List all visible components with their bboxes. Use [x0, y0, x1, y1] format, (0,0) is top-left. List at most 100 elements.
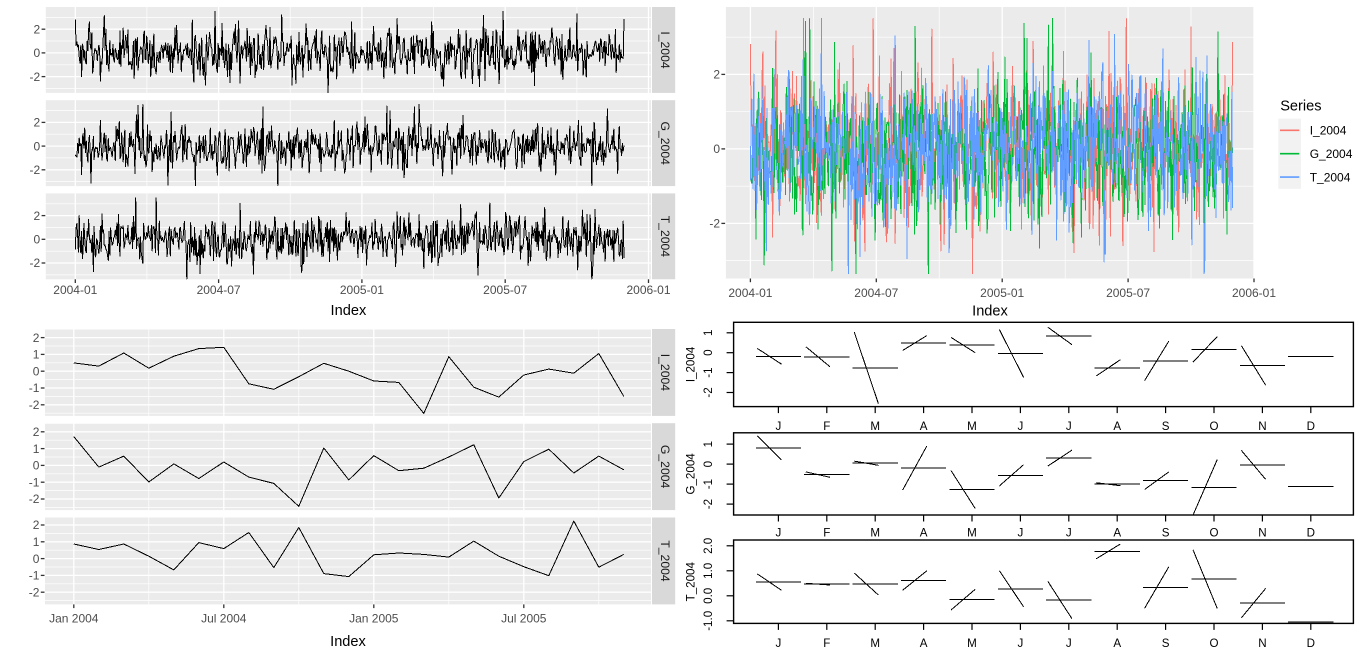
svg-text:A: A [920, 420, 928, 433]
svg-text:G_2004: G_2004 [685, 453, 698, 495]
svg-text:2004-07: 2004-07 [197, 283, 241, 297]
svg-text:-2: -2 [702, 387, 715, 397]
svg-text:0: 0 [33, 552, 40, 566]
svg-text:J: J [776, 420, 782, 433]
svg-text:A: A [1113, 527, 1121, 540]
svg-text:1: 1 [702, 441, 715, 447]
svg-text:F: F [823, 527, 830, 540]
svg-text:1: 1 [33, 535, 40, 549]
svg-text:-2: -2 [30, 70, 41, 84]
svg-text:F: F [823, 420, 830, 433]
svg-text:O: O [1209, 637, 1218, 650]
svg-text:T_2004: T_2004 [1310, 170, 1351, 184]
svg-text:2004-07: 2004-07 [854, 286, 898, 300]
svg-text:I_2004: I_2004 [1310, 124, 1347, 138]
svg-text:1.0: 1.0 [702, 563, 715, 579]
svg-text:-2: -2 [29, 398, 40, 412]
svg-text:1: 1 [33, 442, 40, 456]
svg-text:2006-01: 2006-01 [626, 283, 670, 297]
svg-text:O: O [1209, 420, 1218, 433]
svg-text:Index: Index [331, 303, 367, 319]
svg-text:0: 0 [702, 349, 715, 355]
svg-text:2: 2 [33, 331, 40, 345]
svg-text:A: A [920, 527, 928, 540]
svg-text:O: O [1209, 527, 1218, 540]
svg-text:Jul 2005: Jul 2005 [501, 611, 547, 625]
svg-text:0: 0 [33, 364, 40, 378]
svg-text:Jan 2005: Jan 2005 [349, 611, 399, 625]
svg-text:2005-07: 2005-07 [483, 283, 527, 297]
svg-text:2004-01: 2004-01 [728, 286, 772, 300]
svg-text:-1: -1 [702, 479, 715, 489]
svg-text:G_2004: G_2004 [658, 122, 672, 166]
svg-text:J: J [1066, 420, 1072, 433]
svg-text:M: M [967, 637, 977, 650]
svg-text:2005-01: 2005-01 [980, 286, 1024, 300]
svg-text:A: A [920, 637, 928, 650]
svg-text:0.0: 0.0 [702, 588, 715, 604]
svg-text:Jul 2004: Jul 2004 [201, 611, 247, 625]
svg-text:J: J [1066, 527, 1072, 540]
svg-text:-1: -1 [29, 569, 40, 583]
svg-text:A: A [1113, 420, 1121, 433]
svg-text:I_2004: I_2004 [658, 354, 672, 391]
svg-text:2: 2 [34, 22, 41, 36]
svg-text:J: J [1066, 637, 1072, 650]
svg-text:Series: Series [1280, 99, 1321, 115]
svg-text:S: S [1162, 420, 1170, 433]
svg-text:-2: -2 [30, 256, 41, 270]
svg-text:2.0: 2.0 [702, 538, 715, 554]
svg-text:2: 2 [34, 209, 41, 223]
svg-text:M: M [870, 637, 880, 650]
svg-text:-1: -1 [702, 367, 715, 377]
svg-text:0: 0 [713, 142, 720, 156]
svg-text:T_2004: T_2004 [685, 561, 698, 601]
svg-text:2005-01: 2005-01 [340, 283, 384, 297]
svg-text:I_2004: I_2004 [685, 346, 698, 382]
svg-text:-2: -2 [30, 163, 41, 177]
svg-text:G_2004: G_2004 [658, 445, 672, 489]
svg-text:2: 2 [33, 518, 40, 532]
svg-text:S: S [1162, 527, 1170, 540]
svg-text:2: 2 [713, 68, 720, 82]
svg-text:2: 2 [33, 425, 40, 439]
svg-text:D: D [1307, 420, 1315, 433]
svg-text:M: M [870, 527, 880, 540]
svg-text:M: M [967, 527, 977, 540]
svg-text:-1.0: -1.0 [702, 611, 715, 631]
svg-text:T_2004: T_2004 [658, 540, 672, 582]
svg-text:M: M [967, 420, 977, 433]
svg-text:-2: -2 [29, 585, 40, 599]
svg-text:0: 0 [702, 461, 715, 467]
svg-text:N: N [1258, 637, 1266, 650]
svg-text:-1: -1 [29, 381, 40, 395]
svg-text:N: N [1258, 420, 1266, 433]
svg-text:J: J [776, 637, 782, 650]
svg-text:0: 0 [34, 139, 41, 153]
svg-text:D: D [1307, 527, 1315, 540]
svg-text:2006-01: 2006-01 [1232, 286, 1276, 300]
svg-text:N: N [1258, 527, 1266, 540]
svg-text:-2: -2 [29, 492, 40, 506]
svg-text:A: A [1113, 637, 1121, 650]
svg-text:-1: -1 [29, 475, 40, 489]
svg-text:F: F [823, 637, 830, 650]
svg-text:J: J [776, 527, 782, 540]
svg-text:Index: Index [330, 634, 366, 650]
svg-text:-2: -2 [709, 217, 720, 231]
svg-text:2004-01: 2004-01 [53, 283, 97, 297]
svg-text:2005-07: 2005-07 [1106, 286, 1150, 300]
svg-text:D: D [1307, 637, 1315, 650]
svg-text:J: J [1018, 637, 1024, 650]
svg-text:-2: -2 [702, 499, 715, 509]
svg-text:1: 1 [33, 348, 40, 362]
svg-text:2: 2 [34, 116, 41, 130]
svg-text:Index: Index [972, 304, 1008, 320]
svg-text:S: S [1162, 637, 1170, 650]
svg-text:1: 1 [702, 330, 715, 336]
svg-text:T_2004: T_2004 [658, 216, 672, 258]
svg-text:I_2004: I_2004 [658, 31, 672, 68]
svg-text:G_2004: G_2004 [1310, 147, 1353, 161]
svg-text:0: 0 [34, 233, 41, 247]
svg-text:0: 0 [34, 46, 41, 60]
